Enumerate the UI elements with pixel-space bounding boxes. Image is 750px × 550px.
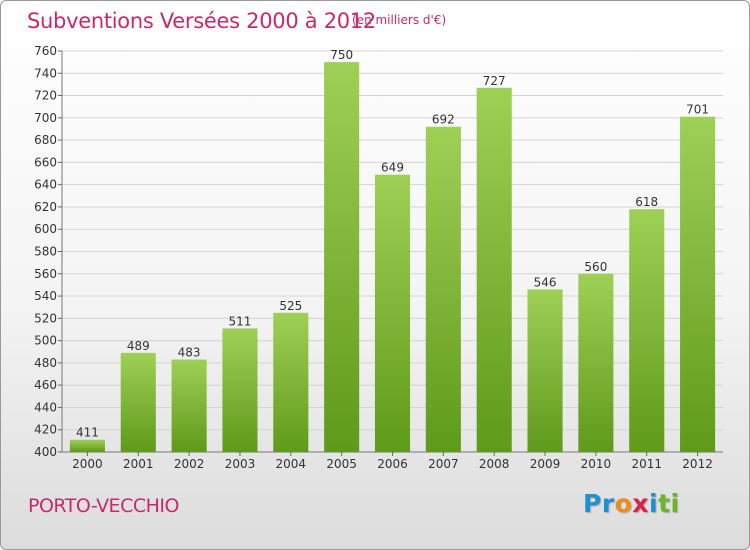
x-tick-label-2006: 2006	[377, 457, 408, 471]
y-tick-label: 600	[34, 222, 57, 236]
bar-2005[interactable]	[324, 62, 360, 453]
y-tick-label: 640	[34, 178, 57, 192]
chart-title: Subventions Versées 2000 à 2012	[27, 9, 376, 33]
bar-2004[interactable]	[273, 312, 309, 452]
y-tick-label: 720	[34, 89, 57, 103]
data-label-2010: 560	[584, 260, 607, 274]
data-label-2009: 546	[534, 275, 557, 289]
x-tick-label-2003: 2003	[225, 457, 256, 471]
data-label-2002: 483	[178, 346, 201, 360]
bar-2000[interactable]	[69, 439, 105, 452]
logo-letter: i	[670, 489, 680, 518]
bar-2002[interactable]	[171, 359, 207, 452]
y-tick-label: 540	[34, 289, 57, 303]
x-tick-label-2009: 2009	[530, 457, 561, 471]
y-tick-label: 520	[34, 311, 57, 325]
bar-2003[interactable]	[222, 328, 258, 452]
x-tick-label-2011: 2011	[631, 457, 662, 471]
y-tick-label: 580	[34, 245, 57, 259]
y-tick-label: 680	[34, 133, 57, 147]
y-tick-label: 460	[34, 378, 57, 392]
data-label-2008: 727	[483, 74, 506, 88]
bar-2001[interactable]	[120, 352, 156, 452]
chart-unit: (en milliers d'€)	[352, 13, 447, 27]
y-tick-label: 660	[34, 155, 57, 169]
x-tick-label-2004: 2004	[276, 457, 307, 471]
y-tick-label: 440	[34, 400, 57, 414]
logo-letter: x	[632, 489, 649, 518]
y-tick-label: 760	[34, 44, 57, 58]
logo-letter: P	[583, 489, 602, 518]
data-labels: 411 489 483 511 525 750 649 692 727 546 560 618 701	[76, 48, 709, 440]
data-label-2004: 525	[279, 299, 302, 313]
data-label-2005: 750	[330, 48, 353, 62]
x-tick-label-2005: 2005	[326, 457, 357, 471]
y-tick-label: 700	[34, 111, 57, 125]
city-name: PORTO-VECCHIO	[28, 495, 179, 517]
x-tick-label-2002: 2002	[174, 457, 205, 471]
data-label-2000: 411	[76, 426, 99, 440]
x-tick-label-2010: 2010	[581, 457, 612, 471]
y-tick-label: 620	[34, 200, 57, 214]
bar-2010[interactable]	[578, 273, 614, 452]
bar-2012[interactable]	[680, 116, 716, 452]
proxiti-logo[interactable]: Proxiti	[583, 489, 680, 518]
logo-letter: i	[649, 489, 659, 518]
bar-2008[interactable]	[476, 87, 512, 452]
y-tick-label: 500	[34, 334, 57, 348]
data-label-2007: 692	[432, 113, 455, 127]
logo-letter: o	[614, 489, 633, 518]
x-tick-label-2000: 2000	[72, 457, 103, 471]
logo-letter: t	[658, 489, 671, 518]
y-tick-label: 400	[34, 445, 57, 459]
x-tick-label-2001: 2001	[123, 457, 154, 471]
data-label-2011: 618	[635, 195, 658, 209]
x-tick-label-2008: 2008	[479, 457, 510, 471]
bar-2006[interactable]	[374, 174, 411, 452]
y-tick-label: 560	[34, 267, 57, 281]
y-tick-label: 420	[34, 423, 57, 437]
bars	[69, 62, 716, 453]
data-label-2001: 489	[127, 339, 150, 353]
y-tick-label: 480	[34, 356, 57, 370]
bar-2011[interactable]	[629, 209, 665, 452]
axes: 400 420 440 460 480 500 520 540 560 580 600 620 640 6…	[34, 44, 723, 471]
logo-letter: r	[601, 489, 615, 518]
x-tick-label-2007: 2007	[428, 457, 459, 471]
data-label-2006: 649	[381, 161, 404, 175]
x-tick-label-2012: 2012	[682, 457, 713, 471]
bar-2009[interactable]	[527, 289, 563, 452]
data-label-2003: 511	[229, 314, 252, 328]
y-tick-label: 740	[34, 66, 57, 80]
data-label-2012: 701	[686, 103, 709, 117]
bar-2007[interactable]	[425, 126, 461, 452]
